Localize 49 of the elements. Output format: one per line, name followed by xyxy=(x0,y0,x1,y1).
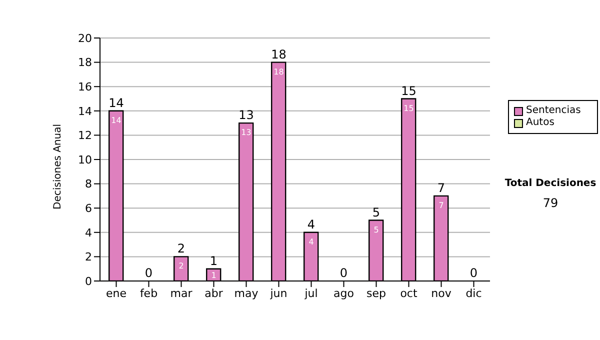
x-tick-label: ago xyxy=(334,286,354,300)
total-label: 18 xyxy=(271,47,286,62)
total-label: 0 xyxy=(340,266,348,280)
y-tick-label: 12 xyxy=(78,129,92,142)
total-label: 5 xyxy=(372,205,380,220)
total-label: 1 xyxy=(210,254,218,268)
x-tick-label: dic xyxy=(466,286,482,300)
total-label: 15 xyxy=(401,84,416,98)
total-label: 0 xyxy=(144,266,153,280)
data-label: 2 xyxy=(178,262,184,271)
x-tick-label: ene xyxy=(106,286,127,300)
y-tick-label: 4 xyxy=(85,226,92,240)
x-tick-label: jun xyxy=(269,286,288,300)
y-tick-label: 10 xyxy=(78,153,92,166)
total-label: 7 xyxy=(437,180,446,195)
x-tick-label: abr xyxy=(204,286,224,300)
total-label: 4 xyxy=(307,217,316,232)
x-tick-label: nov xyxy=(431,286,452,300)
data-label: 5 xyxy=(374,225,379,234)
x-tick-label: jul xyxy=(304,286,318,300)
x-tick-label: sep xyxy=(366,286,386,300)
total-label: 13 xyxy=(238,108,254,122)
x-tick-label: feb xyxy=(140,286,158,300)
x-tick-label: mar xyxy=(170,286,193,300)
y-tick-label: 6 xyxy=(85,202,92,216)
data-label: 14 xyxy=(111,116,122,125)
y-tick-label: 20 xyxy=(78,32,92,45)
data-label: 1 xyxy=(211,270,216,280)
data-label: 15 xyxy=(404,104,414,113)
total-label: 14 xyxy=(108,96,124,110)
data-label: 7 xyxy=(438,200,444,210)
data-label: 18 xyxy=(274,67,284,76)
y-tick-label: 8 xyxy=(85,178,92,191)
text: 79 xyxy=(542,196,560,210)
x-tick-label: oct xyxy=(400,286,418,300)
y-axis-title: Decisiones Anual xyxy=(52,124,64,210)
y-tick-label: 18 xyxy=(78,56,92,70)
y-tick-label: 14 xyxy=(78,104,92,118)
data-label: 13 xyxy=(241,128,252,138)
total-label: 2 xyxy=(177,242,186,256)
total-label: 0 xyxy=(470,266,478,280)
y-tick-label: 0 xyxy=(85,274,92,288)
x-tick-label: may xyxy=(234,286,259,300)
y-tick-label: 16 xyxy=(78,80,92,94)
legend-label: Autos xyxy=(526,117,554,129)
text: Total Decisiones xyxy=(504,178,598,189)
y-tick-label: 2 xyxy=(85,250,92,264)
legend-label: Sentencias xyxy=(526,105,581,117)
data-label: 4 xyxy=(308,237,314,246)
